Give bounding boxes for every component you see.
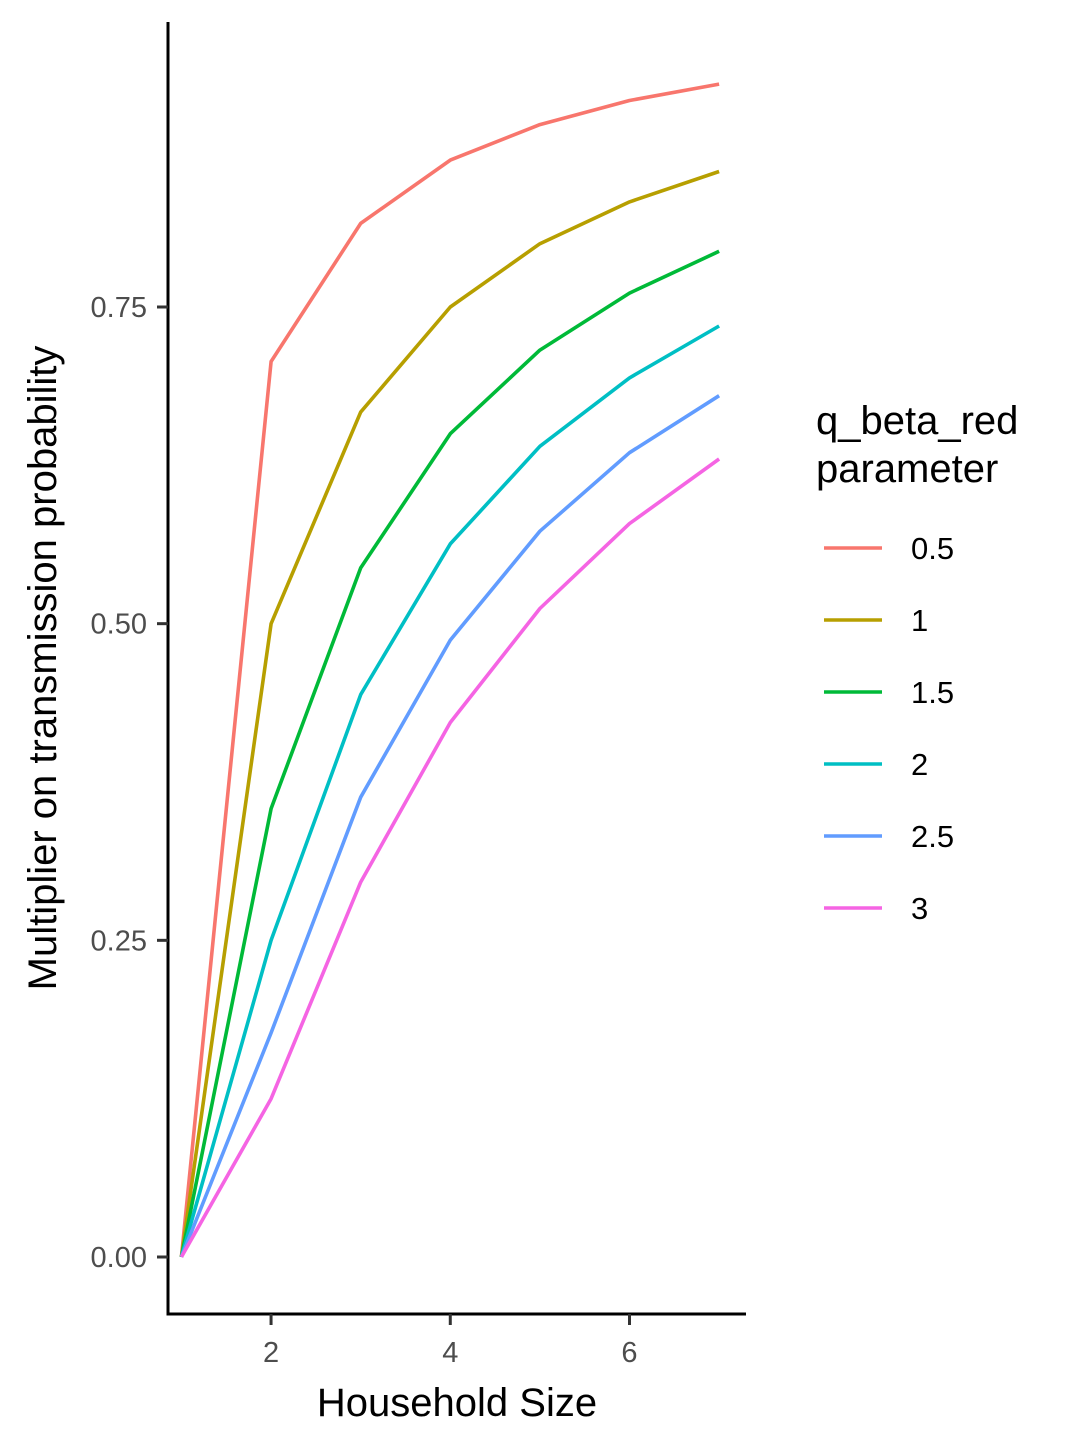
- axes: [157, 22, 746, 1325]
- legend-title-line-2: parameter: [816, 447, 998, 491]
- series-layer: [179, 82, 721, 1258]
- series-line-2: [179, 324, 721, 1258]
- x-tick-label: 6: [621, 1337, 637, 1369]
- y-tick-label: 0.25: [91, 925, 147, 957]
- series-line-0-5: [179, 82, 720, 1258]
- legend: q_beta_red parameter 0.5 1 1.5 2 2.5 3: [816, 399, 1018, 926]
- y-tick-label: 0.00: [91, 1242, 147, 1274]
- x-axis-title: Household Size: [317, 1381, 597, 1425]
- legend-items: 0.5 1 1.5 2 2.5 3: [824, 531, 954, 926]
- legend-label: 0.5: [911, 531, 954, 566]
- y-axis-title: Multiplier on transmission probability: [21, 346, 65, 991]
- y-tick-label: 0.75: [91, 292, 147, 324]
- legend-title-line-1: q_beta_red: [816, 399, 1018, 443]
- legend-label: 1: [911, 603, 928, 638]
- legend-label: 1.5: [911, 675, 954, 710]
- tick-labels: 2 4 6 0.00 0.25 0.50 0.75: [91, 292, 638, 1369]
- series-line-2-5: [179, 394, 721, 1258]
- series-line-1-5: [179, 249, 720, 1258]
- series-line-3: [179, 457, 721, 1258]
- x-tick-label: 4: [442, 1337, 458, 1369]
- legend-label: 2.5: [911, 819, 954, 854]
- legend-label: 3: [911, 891, 928, 926]
- series-line-1: [179, 169, 720, 1258]
- legend-label: 2: [911, 747, 928, 782]
- x-tick-label: 2: [263, 1337, 279, 1369]
- y-tick-label: 0.50: [91, 609, 147, 641]
